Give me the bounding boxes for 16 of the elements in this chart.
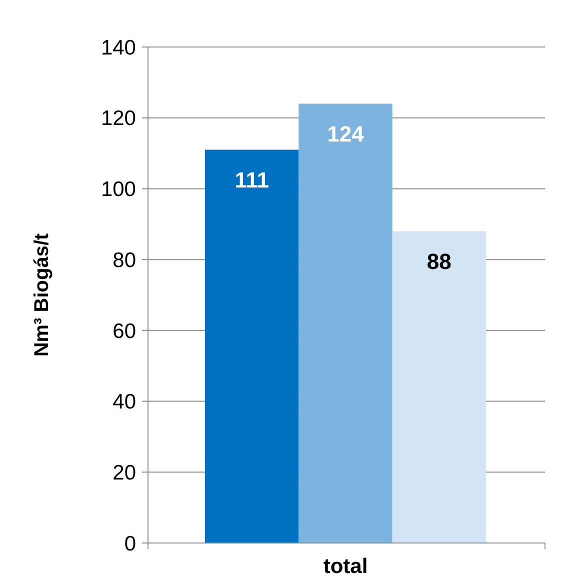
y-tick-label: 0: [124, 532, 136, 556]
x-tick-label: total: [323, 555, 368, 578]
data-label: 88: [426, 249, 452, 274]
y-tick-label: 100: [100, 178, 136, 202]
y-tick-label: 20: [112, 461, 136, 484]
bar: [392, 231, 486, 543]
y-tick-label: 120: [100, 107, 136, 130]
bar: [298, 104, 392, 543]
data-label: 124: [327, 122, 365, 147]
bar: [205, 150, 299, 543]
y-axis-title: Nm³ Biogás/t: [31, 232, 53, 357]
y-tick-label: 140: [100, 36, 136, 60]
y-tick-label: 80: [112, 248, 136, 272]
y-tick-label: 60: [112, 320, 136, 343]
data-label: 111: [234, 168, 269, 193]
y-tick-label: 40: [112, 390, 136, 414]
